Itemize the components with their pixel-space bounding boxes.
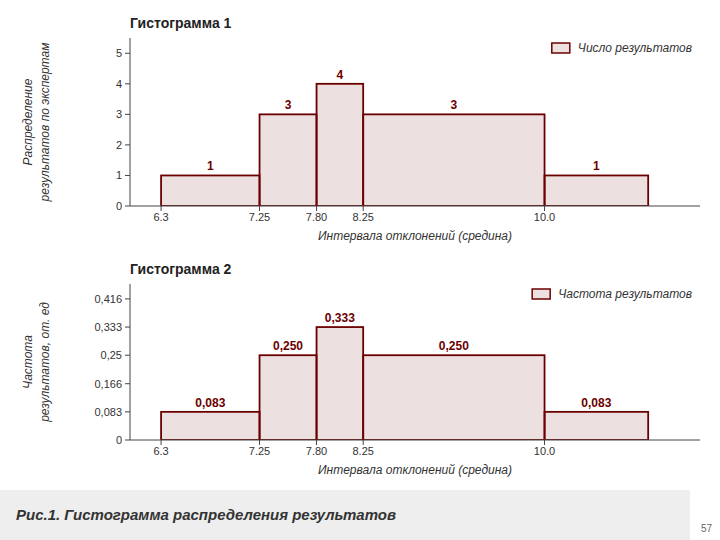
x-tick-label: 7.80 <box>306 211 327 223</box>
y-tick-label: 1 <box>116 169 122 181</box>
y-tick <box>125 355 130 356</box>
y-axis-label: результатов, от. ед <box>38 302 52 423</box>
legend: Частота результатов <box>532 287 692 301</box>
data-label: 0,083 <box>195 396 225 410</box>
x-axis-label: Интервала отклонений (средина) <box>318 463 512 477</box>
y-tick <box>125 53 130 54</box>
y-axis-label: Частота <box>21 335 35 389</box>
y-tick-label: 0,333 <box>94 321 122 333</box>
data-label: 0,250 <box>439 339 469 353</box>
y-tick <box>125 383 130 384</box>
x-tick-label: 8.25 <box>352 445 373 457</box>
y-tick <box>125 83 130 84</box>
y-axis-line <box>130 284 131 440</box>
legend-label: Частота результатов <box>558 287 692 301</box>
y-axis-line <box>130 38 131 206</box>
data-label: 0,333 <box>325 311 355 325</box>
histogram-bar <box>545 412 649 440</box>
y-tick-label: 5 <box>116 47 122 59</box>
axes: 6.37.257.808.2510.000,0830,1660,250,3330… <box>94 284 700 457</box>
data-label: 4 <box>337 68 344 82</box>
x-axis-label: Интервала отклонений (средина) <box>318 229 512 243</box>
data-label: 3 <box>285 98 292 112</box>
chart-page: Гистограмма 1 1 3 4 3 1 6.3 7.25 7.80 8.25 10.0 0 1 2… <box>0 0 720 540</box>
x-axis-line <box>130 440 700 441</box>
data-label: 0,250 <box>273 339 303 353</box>
y-tick <box>125 411 130 412</box>
histogram-bar <box>260 355 317 440</box>
caption-band <box>0 490 690 540</box>
x-tick-label: 7.25 <box>249 445 270 457</box>
y-tick-label: 0 <box>116 434 122 446</box>
y-tick <box>125 440 130 441</box>
title: Гистограмма 2 <box>130 261 232 277</box>
legend-swatch <box>552 43 570 53</box>
caption: Рис.1. Гистограмма распределения результ… <box>16 506 396 523</box>
y-tick-label: 4 <box>116 78 122 90</box>
histogram-bar <box>161 175 259 206</box>
y-axis-label: Распределение <box>21 78 35 165</box>
y-tick <box>125 327 130 328</box>
y-tick-label: 3 <box>116 108 122 120</box>
data-labels: 1 3 4 3 1 <box>207 68 600 174</box>
y-axis-label: результатов по экспертам <box>38 43 52 203</box>
panel: Гистограмма 1 1 3 4 3 1 6.3 7.25 7.80 8.25 10.0 0 1 2… <box>21 15 700 243</box>
x-axis-line <box>130 206 700 207</box>
title: Гистограмма 1 <box>130 15 232 31</box>
panel: Гистограмма 20,0830,2500,3330,2500,0836.… <box>0 261 712 540</box>
histogram-bar <box>317 84 364 206</box>
y-tick-label: 0,416 <box>94 293 122 305</box>
y-tick <box>125 206 130 207</box>
bars <box>161 327 648 440</box>
y-tick <box>125 144 130 145</box>
y-tick-label: 0,083 <box>94 406 122 418</box>
histogram-bar <box>260 114 317 206</box>
histogram-bar <box>545 175 649 206</box>
histogram-bar <box>363 114 544 206</box>
page-number: 57 <box>701 523 713 534</box>
y-tick-label: 0,166 <box>94 378 122 390</box>
x-tick-label: 10.0 <box>534 211 555 223</box>
histogram-bar <box>363 355 544 440</box>
histogram-bar <box>317 327 364 440</box>
x-tick-label: 7.25 <box>249 211 270 223</box>
data-label: 0,083 <box>581 396 611 410</box>
axes: 6.3 7.25 7.80 8.25 10.0 0 1 2 3 4 5 <box>116 38 700 223</box>
x-tick-label: 7.80 <box>306 445 327 457</box>
data-label: 1 <box>593 159 600 173</box>
legend-label: Число результатов <box>578 41 692 55</box>
y-tick-label: 0,25 <box>101 349 122 361</box>
data-label: 3 <box>451 98 458 112</box>
y-tick-label: 0 <box>116 200 122 212</box>
y-tick <box>125 175 130 176</box>
x-tick-label: 6.3 <box>153 211 168 223</box>
y-tick <box>125 298 130 299</box>
legend: Число результатов <box>552 41 692 55</box>
histogram-bar <box>161 412 259 440</box>
x-tick-label: 10.0 <box>534 445 555 457</box>
bars <box>161 84 648 206</box>
data-labels: 0,083 0,250 0,333 0,250 0,083 <box>195 311 611 410</box>
x-tick-label: 6.3 <box>153 445 168 457</box>
data-label: 1 <box>207 159 214 173</box>
y-tick-label: 2 <box>116 139 122 151</box>
y-tick <box>125 114 130 115</box>
legend-swatch <box>532 289 550 299</box>
x-tick-label: 8.25 <box>352 211 373 223</box>
